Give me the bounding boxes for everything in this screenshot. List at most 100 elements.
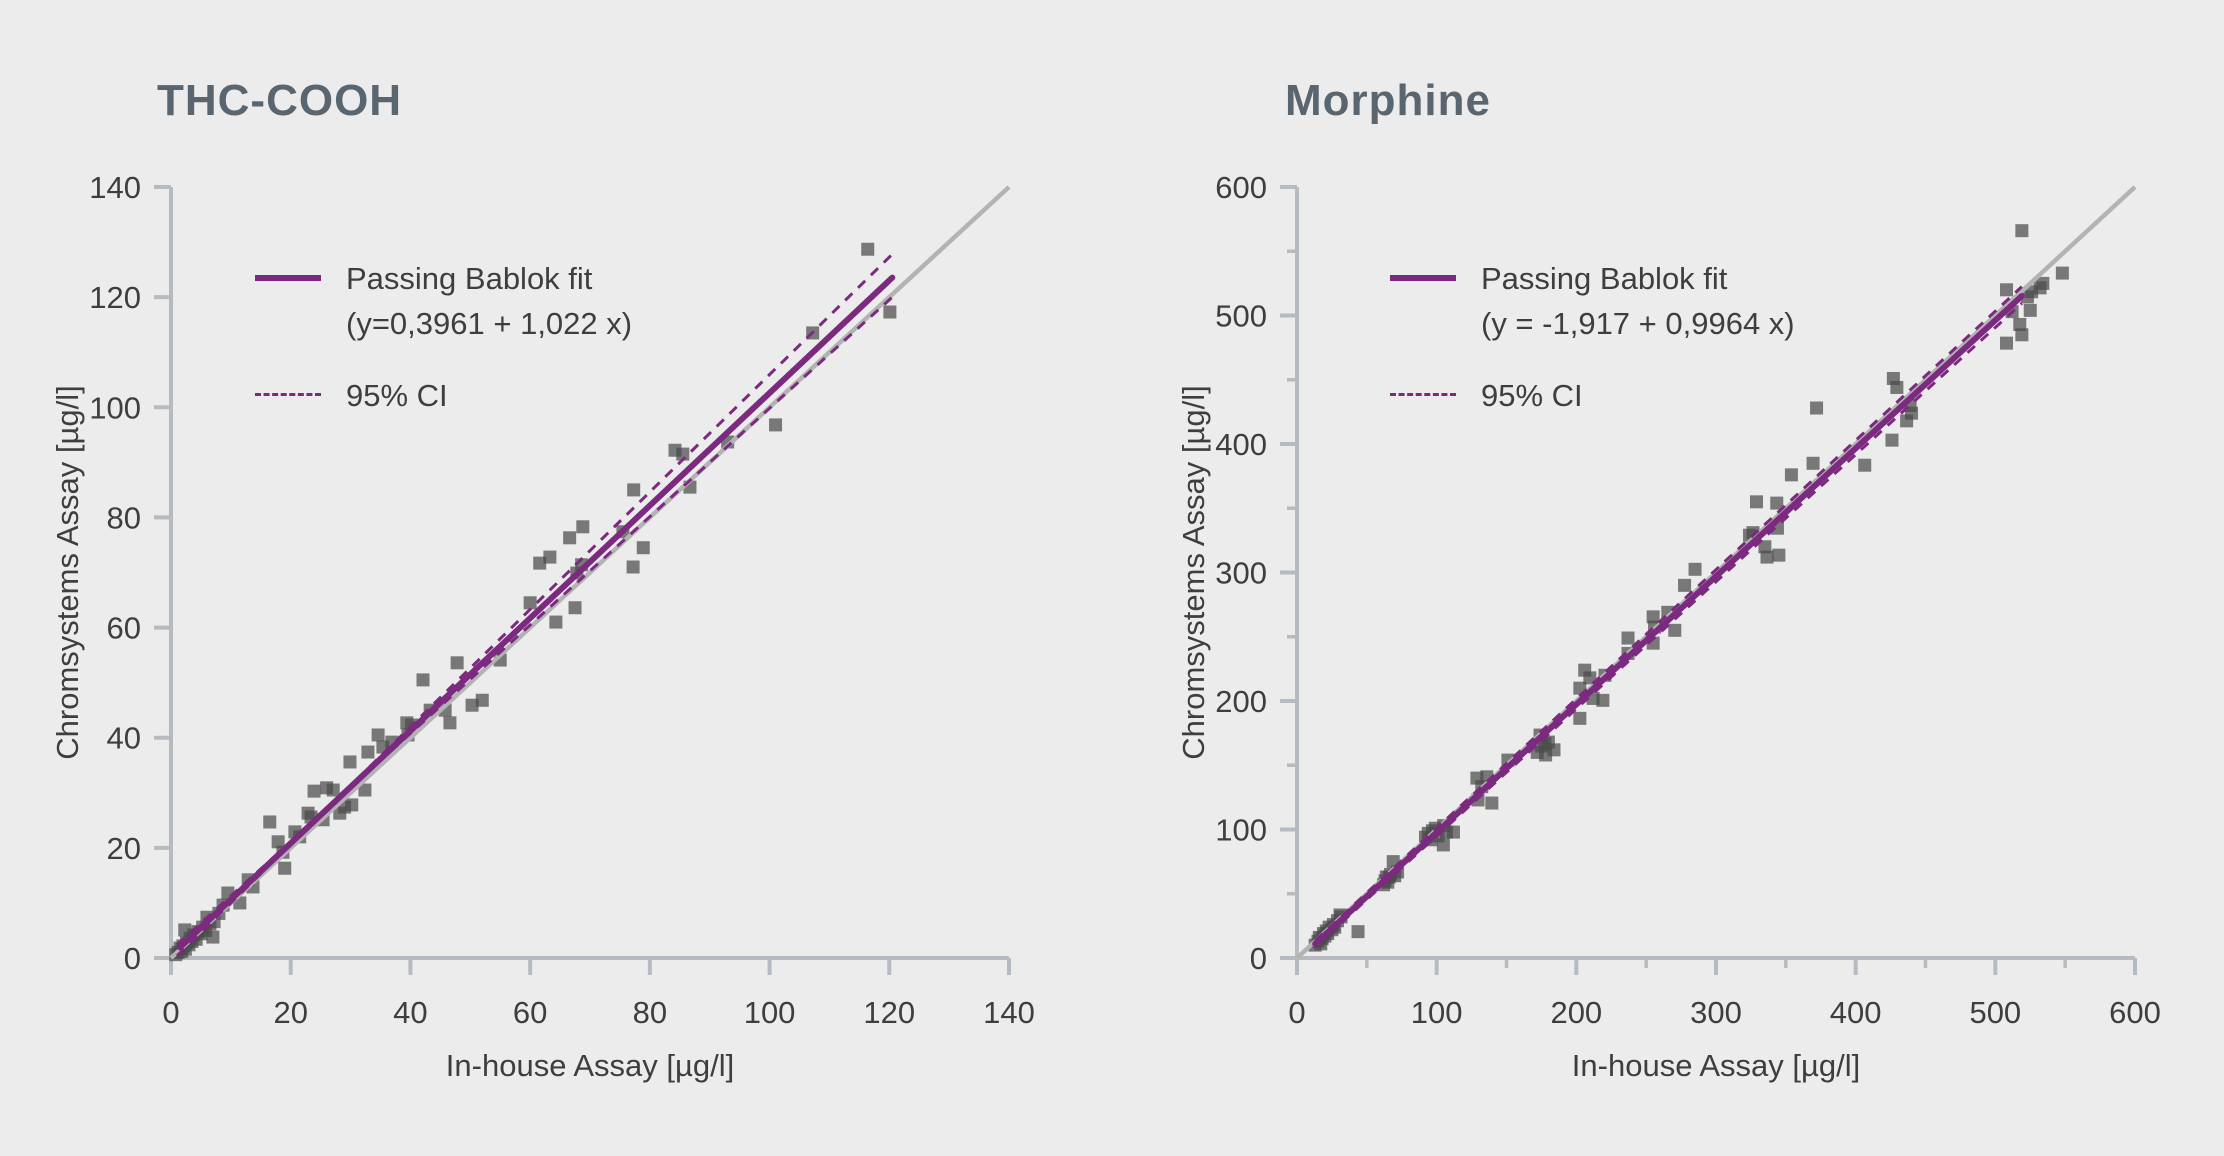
data-point	[1905, 406, 1919, 420]
x-tick-label: 120	[863, 995, 915, 1030]
data-point	[450, 656, 464, 670]
ci-line-sample	[1390, 393, 1456, 396]
x-tick-label: 200	[1550, 995, 1602, 1030]
legend-fit-label: Passing Bablok fit	[1481, 261, 1728, 296]
y-axis-title: Chromsystems Assay [µg/l]	[50, 385, 85, 759]
data-point	[533, 556, 547, 570]
passing-bablok-fit-line	[176, 274, 896, 951]
legend-entry-ci: 95% CI	[1390, 373, 1795, 418]
legend-fit-label: Passing Bablok fit	[346, 261, 593, 296]
data-point	[1858, 458, 1872, 472]
data-point	[1436, 838, 1450, 852]
data-point	[2000, 336, 2014, 350]
data-point	[636, 541, 650, 555]
legend-ci-label: 95% CI	[346, 378, 448, 413]
data-point	[1621, 631, 1635, 645]
data-point	[1810, 401, 1824, 415]
x-tick-label: 300	[1690, 995, 1742, 1030]
data-point	[1885, 433, 1899, 447]
data-point	[278, 861, 292, 875]
data-point	[271, 835, 285, 849]
data-point	[2015, 224, 2029, 238]
legend-entry-ci: 95% CI	[255, 373, 632, 418]
x-tick-label: 400	[1830, 995, 1882, 1030]
y-tick-label: 300	[1215, 556, 1267, 591]
y-tick-label: 100	[1215, 813, 1267, 848]
data-point	[626, 560, 640, 574]
legend-fit-equation: (y = -1,917 + 0,9964 x)	[1481, 306, 1795, 341]
data-point	[326, 783, 340, 797]
y-tick-label: 40	[107, 721, 141, 756]
chart-title: Morphine	[1285, 76, 1491, 125]
data-point	[568, 601, 582, 615]
data-point	[1750, 495, 1764, 509]
data-point	[1770, 496, 1784, 510]
data-point	[345, 798, 359, 812]
y-tick-label: 140	[89, 170, 141, 205]
data-point	[883, 305, 897, 319]
data-point	[1772, 548, 1786, 562]
data-point	[443, 716, 457, 730]
x-axis-title: In-house Assay [µg/l]	[446, 1048, 734, 1083]
legend-ci-label: 95% CI	[1481, 378, 1583, 413]
ci-line-sample	[255, 393, 321, 396]
x-tick-label: 500	[1969, 995, 2021, 1030]
passing-bablok-fit-line	[1312, 292, 2025, 947]
data-point	[343, 755, 357, 769]
data-point	[549, 615, 563, 629]
identity-line	[169, 185, 1011, 960]
data-point	[2023, 303, 2037, 317]
data-point	[1678, 578, 1692, 592]
x-axis-title: In-house Assay [µg/l]	[1572, 1048, 1860, 1083]
data-point	[1668, 623, 1682, 637]
y-tick-label: 80	[107, 500, 141, 535]
x-tick-label: 40	[393, 995, 427, 1030]
x-tick-label: 140	[983, 995, 1035, 1030]
y-tick-label: 500	[1215, 299, 1267, 334]
data-point	[1646, 610, 1660, 624]
data-point	[627, 483, 641, 497]
ci-lower-line	[1314, 302, 2023, 948]
data-point	[465, 698, 479, 712]
data-point	[371, 728, 385, 742]
y-tick-label: 120	[89, 280, 141, 315]
data-point	[523, 596, 537, 610]
data-point	[307, 784, 321, 798]
data-point	[1806, 456, 1820, 470]
legend-entry-fit: Passing Bablok fit (y = -1,917 + 0,9964 …	[1390, 256, 1795, 346]
data-point	[2015, 328, 2029, 342]
x-tick-label: 60	[513, 995, 547, 1030]
data-point	[1351, 925, 1365, 939]
data-point	[1758, 540, 1772, 554]
y-tick-label: 100	[89, 390, 141, 425]
x-tick-label: 600	[2109, 995, 2161, 1030]
x-tick-label: 0	[1288, 995, 1305, 1030]
y-tick-label: 0	[124, 941, 141, 976]
y-tick-label: 60	[107, 611, 141, 646]
fit-line-sample	[1390, 275, 1456, 281]
x-tick-label: 80	[633, 995, 667, 1030]
data-point	[1890, 380, 1904, 394]
data-point	[1573, 711, 1587, 725]
data-point	[543, 550, 557, 564]
data-point	[676, 447, 690, 461]
y-tick-label: 0	[1250, 941, 1267, 976]
chart-title: THC-COOH	[157, 76, 403, 125]
legend: Passing Bablok fit (y = -1,917 + 0,9964 …	[1390, 256, 1795, 418]
data-point	[1446, 825, 1460, 839]
data-point	[1485, 796, 1499, 810]
data-point	[1688, 562, 1702, 576]
data-point	[1596, 693, 1610, 707]
data-point	[2013, 317, 2027, 331]
fit-line-sample	[255, 275, 321, 281]
data-point	[576, 520, 590, 534]
data-point	[2000, 283, 2014, 297]
x-tick-label: 100	[1411, 995, 1463, 1030]
x-tick-label: 0	[162, 995, 179, 1030]
data-point	[358, 783, 372, 797]
x-tick-label: 100	[744, 995, 796, 1030]
legend: Passing Bablok fit (y=0,3961 + 1,022 x) …	[255, 256, 632, 418]
y-axis-title: Chromsystems Assay [µg/l]	[1176, 385, 1211, 759]
